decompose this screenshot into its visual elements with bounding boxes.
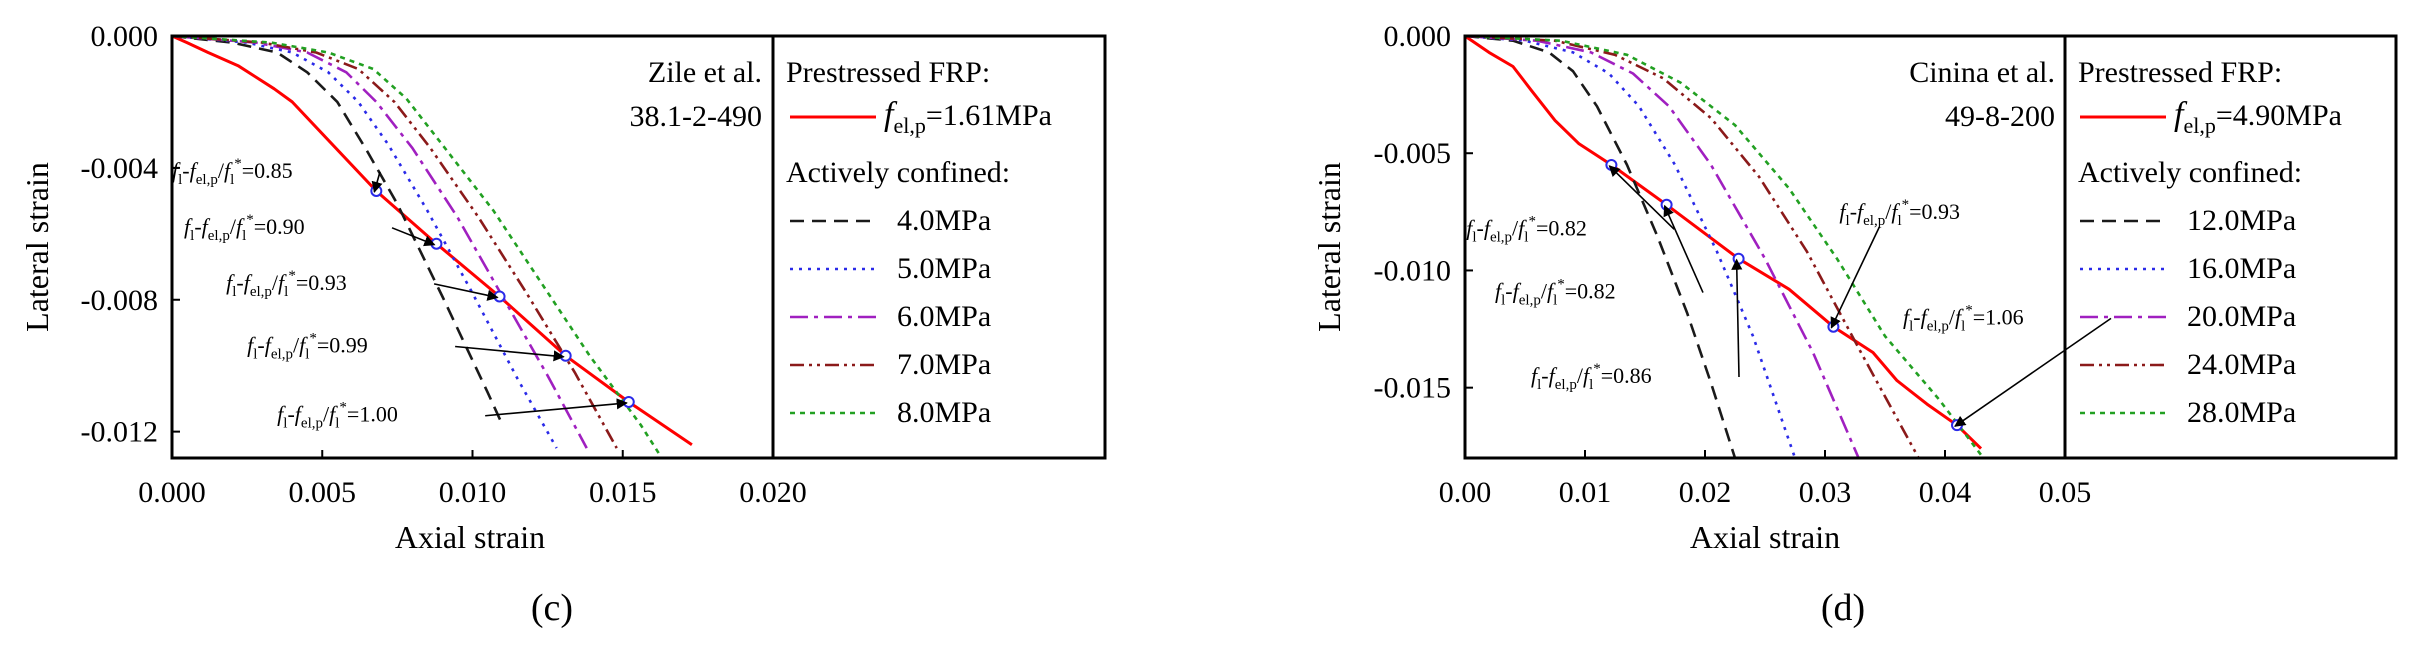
ratio-annotation-4: fl-fel,p/fl*=0.99 bbox=[247, 331, 368, 363]
legend-label-5: 8.0MPa bbox=[897, 396, 991, 429]
reference-specimen: 49-8-200 bbox=[1945, 100, 2055, 133]
intersection-point-5 bbox=[622, 395, 635, 408]
y-tick-label: 0.000 bbox=[1384, 20, 1452, 53]
legend-heading-active: Actively confined: bbox=[2078, 156, 2302, 189]
ratio-annotation-1: fl-fel,p/fl*=0.82 bbox=[1466, 213, 1587, 245]
legend-label-4: 24.0MPa bbox=[2187, 348, 2296, 381]
annotation-arrow-2 bbox=[1663, 204, 1704, 293]
reference-author: Cinina et al. bbox=[1909, 56, 2055, 89]
y-axis-label: Lateral strain bbox=[1311, 162, 1347, 332]
legend-label-2: 16.0MPa bbox=[2187, 252, 2296, 285]
y-tick-label: -0.004 bbox=[81, 152, 159, 185]
ratio-annotation-3: fl-fel,p/fl*=0.86 bbox=[1531, 361, 1652, 393]
annotation-arrow-4 bbox=[1830, 226, 1881, 329]
legend-label-2: 5.0MPa bbox=[897, 252, 991, 285]
plot-frame bbox=[1463, 34, 2398, 460]
intersection-point-4 bbox=[559, 349, 572, 362]
panel-caption: (d) bbox=[1821, 587, 1865, 629]
y-tick-label: -0.005 bbox=[1374, 137, 1452, 170]
annotation-arrow-1 bbox=[1608, 165, 1675, 230]
x-axis-label: Axial strain bbox=[1690, 519, 1840, 555]
reference-author: Zile et al. bbox=[648, 56, 762, 89]
series-line-28.0mpa bbox=[1465, 36, 1985, 458]
series-line-6.0mpa bbox=[172, 36, 588, 449]
y-axis-label: Lateral strain bbox=[19, 162, 55, 332]
legend-label-3: 20.0MPa bbox=[2187, 300, 2296, 333]
plot-frame bbox=[170, 34, 1107, 460]
series-group bbox=[1465, 36, 1985, 458]
y-tick-label: -0.010 bbox=[1374, 254, 1452, 287]
y-tick-label: -0.015 bbox=[1374, 372, 1452, 405]
y-tick-label: -0.012 bbox=[81, 416, 159, 449]
annotation-arrow-2 bbox=[391, 227, 436, 247]
x-tick-label: 0.04 bbox=[1919, 476, 1972, 509]
ratio-annotation-5: fl-fel,p/fl*=1.06 bbox=[1903, 302, 2024, 334]
x-tick-label: 0.015 bbox=[589, 476, 657, 509]
legend-label-1: 12.0MPa bbox=[2187, 204, 2296, 237]
series-line-felp4.90mpa bbox=[1465, 36, 1983, 450]
y-tick-label: -0.008 bbox=[81, 284, 159, 317]
ratio-annotation-3: fl-fel,p/fl*=0.93 bbox=[226, 268, 347, 300]
annotation-arrow-3 bbox=[1731, 258, 1743, 377]
x-tick-label: 0.03 bbox=[1799, 476, 1852, 509]
legend-label-1: 4.0MPa bbox=[897, 204, 991, 237]
series-group bbox=[172, 36, 693, 458]
ratio-annotation-1: fl-fel,p/fl*=0.85 bbox=[172, 156, 293, 188]
legend-heading-prestressed: Prestressed FRP: bbox=[2078, 56, 2282, 89]
ratio-annotation-4: fl-fel,p/fl*=0.93 bbox=[1839, 197, 1960, 229]
x-tick-label: 0.02 bbox=[1679, 476, 1732, 509]
annotation-arrow-1 bbox=[371, 171, 383, 194]
x-tick-label: 0.00 bbox=[1439, 476, 1492, 509]
intersection-point-3 bbox=[1732, 252, 1745, 265]
annotation-arrow-5 bbox=[485, 398, 628, 417]
intersection-point-2 bbox=[1660, 198, 1673, 211]
annotation-arrow-5 bbox=[1954, 317, 2112, 427]
x-tick-label: 0.05 bbox=[2039, 476, 2092, 509]
annotation-arrow-3 bbox=[433, 283, 499, 301]
series-line-7.0mpa bbox=[172, 36, 618, 449]
series-line-12.0mpa bbox=[1465, 36, 1737, 458]
legend-label-frp: fel,p=4.90MPa bbox=[2174, 96, 2342, 138]
series-line-16.0mpa bbox=[1465, 36, 1797, 458]
ratio-annotation-2: fl-fel,p/fl*=0.90 bbox=[184, 212, 305, 244]
series-line-8.0mpa bbox=[172, 36, 663, 458]
y-tick-label: 0.000 bbox=[91, 20, 159, 53]
series-line-24.0mpa bbox=[1465, 36, 1920, 458]
ratio-annotation-2: fl-fel,p/fl*=0.82 bbox=[1495, 277, 1616, 309]
legend-heading-prestressed: Prestressed FRP: bbox=[786, 56, 990, 89]
x-tick-label: 0.01 bbox=[1559, 476, 1612, 509]
ratio-annotation-5: fl-fel,p/fl*=1.00 bbox=[277, 400, 398, 432]
x-axis-label: Axial strain bbox=[395, 519, 545, 555]
legend-heading-active: Actively confined: bbox=[786, 156, 1010, 189]
annotation-arrow-4 bbox=[455, 345, 565, 362]
x-tick-label: 0.005 bbox=[289, 476, 357, 509]
x-tick-label: 0.010 bbox=[439, 476, 507, 509]
series-line-felp1.61mpa bbox=[172, 36, 693, 447]
legend-label-3: 6.0MPa bbox=[897, 300, 991, 333]
panel-caption: (c) bbox=[531, 587, 573, 629]
legend-label-5: 28.0MPa bbox=[2187, 396, 2296, 429]
x-tick-label: 0.000 bbox=[138, 476, 206, 509]
x-tick-label: 0.020 bbox=[739, 476, 807, 509]
legend-label-4: 7.0MPa bbox=[897, 348, 991, 381]
legend-label-frp: fel,p=1.61MPa bbox=[884, 96, 1052, 138]
chart-panel-d: fl-fel,p/fl*=0.82 fl-fel,p/fl*=0.82 fl-fel… bbox=[1311, 20, 2398, 629]
reference-specimen: 38.1-2-490 bbox=[630, 100, 762, 133]
chart-panel-c: fl-fel,p/fl*=0.85 fl-fel,p/fl*=0.90 fl-fel… bbox=[19, 20, 1107, 629]
